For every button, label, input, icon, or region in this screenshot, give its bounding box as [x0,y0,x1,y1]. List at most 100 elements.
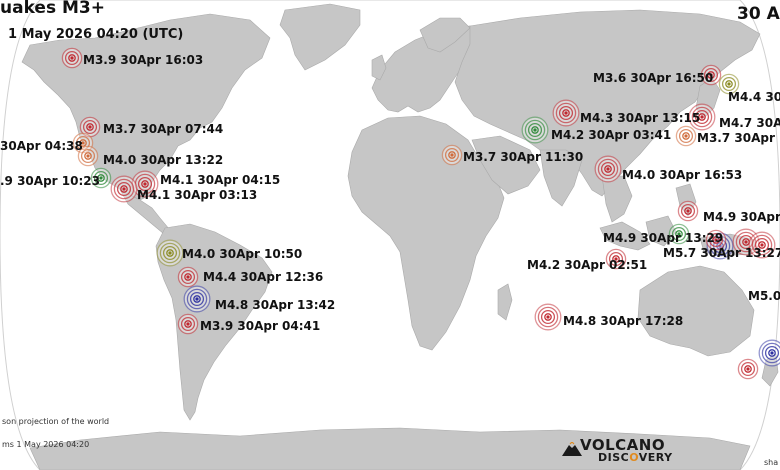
quake-label[interactable]: M4.1 30Apr 03:13 [137,188,258,202]
quake-label[interactable]: M3.9 30Apr 16:03 [83,53,204,67]
quake-marker[interactable] [718,73,740,95]
quake-ring [141,180,149,188]
quake-marker[interactable] [758,339,780,367]
quake-ring [116,181,132,197]
quake-ring [761,342,780,364]
quake-ring [680,203,696,219]
quake-ring [708,232,724,248]
quake-ring [184,320,192,328]
british-isles [371,54,387,81]
quake-marker[interactable] [110,175,138,203]
quake-ring [537,306,559,328]
quake-epicenter [700,115,704,119]
quake-ring [82,119,98,135]
quake-marker[interactable] [77,145,99,167]
quake-ring [604,165,612,173]
quake-marker[interactable] [90,167,112,189]
quake-epicenter [70,56,74,60]
indonesia-west [599,221,651,251]
projection-note: son projection of the world [2,417,110,426]
quake-ring [691,106,713,128]
quake-marker[interactable] [177,266,199,288]
quake-marker[interactable] [521,116,549,144]
quake-marker[interactable] [61,47,83,69]
quake-label[interactable]: M4.2 30Apr 02:51 [527,258,648,272]
quake-marker[interactable] [700,64,722,86]
quake-ring [751,234,773,256]
india [539,149,583,207]
quake-label[interactable]: M4.0 30Apr 13:22 [103,153,224,167]
quake-marker[interactable] [705,229,727,251]
quake-epicenter [450,153,454,157]
quake-marker[interactable] [675,125,697,147]
quake-epicenter [81,141,85,145]
quake-marker[interactable] [552,99,580,127]
quake-epicenter [714,238,718,242]
quake-ring [80,148,96,164]
quake-marker[interactable] [688,103,716,131]
quake-marker[interactable] [605,248,627,270]
quake-label[interactable]: M4.9 30Apr 1 [703,210,780,224]
quake-ring [79,139,87,147]
quake-label[interactable]: M4.1 30Apr 04:15 [160,173,281,187]
quake-label[interactable]: M5.7 30Apr 13:27 [663,246,780,260]
quake-label[interactable]: M4.8 30Apr 17:28 [563,314,684,328]
quake-marker[interactable] [534,303,562,331]
quake-ring [93,170,109,186]
quake-marker[interactable] [183,285,211,313]
quake-marker[interactable] [177,313,199,335]
quake-ring [758,241,766,249]
quake-marker[interactable] [677,200,699,222]
quake-ring [159,242,181,264]
quake-label[interactable]: M4.4 30Apr 12:36 [203,270,324,284]
quake-marker[interactable] [748,231,776,259]
quake-label[interactable]: M4.0 30Apr 16:53 [622,168,743,182]
quake-epicenter [186,322,190,326]
indochina [601,175,633,223]
quake-epicenter [195,297,199,301]
quake-ring [694,109,710,125]
quake-marker[interactable] [737,358,759,380]
quake-label[interactable]: M3.7 30Apr 11:30 [463,150,584,164]
map-subtitle: 1 May 2026 04:20 (UTC) [8,27,184,42]
quake-label[interactable]: M4.9 30Apr 13:29 [603,231,724,245]
quake-ring [84,152,92,160]
quake-epicenter [770,351,774,355]
quake-label[interactable]: M4.8 30Apr 13:42 [215,298,336,312]
quake-label[interactable]: .9 30Apr 10:23 [0,174,100,188]
quake-epicenter [684,134,688,138]
quake-epicenter [186,275,190,279]
quake-label[interactable]: 30Apr 04:38 [0,139,83,153]
quake-label[interactable]: M3.7 30Apr 07:44 [103,122,224,136]
quake-label[interactable]: M4.2 30Apr 03:41 [551,128,672,142]
quake-marker[interactable] [156,239,184,267]
quake-ring [768,349,776,357]
quake-label[interactable]: M4.3 30Apr 13:15 [580,111,701,125]
quake-marker[interactable] [79,116,101,138]
quake-marker[interactable] [668,223,690,245]
quake-label[interactable]: M3.6 30Apr 16:50 [593,71,714,85]
quake-ring [113,178,135,200]
quake-ring [709,235,731,257]
scandinavia [419,17,471,53]
quake-label[interactable]: M4.7 30Ap [719,116,780,130]
corner-note: sha [764,458,779,467]
quake-epicenter [606,167,610,171]
quake-marker[interactable] [72,132,94,154]
quake-ring [684,207,692,215]
brand-line-2: DISCOVERY [598,451,673,464]
footer-timestamp: ms 1 May 2026 04:20 [2,440,90,449]
quake-epicenter [709,73,713,77]
quake-ring [671,226,687,242]
quake-ring [721,76,737,92]
quake-marker[interactable] [441,144,463,166]
quake-marker[interactable] [594,155,622,183]
quake-label[interactable]: M4.0 30Apr 10:50 [182,247,303,261]
quake-label[interactable]: M4.4 30A [728,90,780,104]
quake-label[interactable]: M3.7 30Apr 1 [697,131,780,145]
brand-line-1: VOLCANO [580,436,666,454]
quake-label[interactable]: M3.9 30Apr 04:41 [200,319,321,333]
map-title: uakes M3+ [0,0,105,18]
quake-label[interactable]: M5.0 [748,289,780,303]
quake-ring [75,135,91,151]
